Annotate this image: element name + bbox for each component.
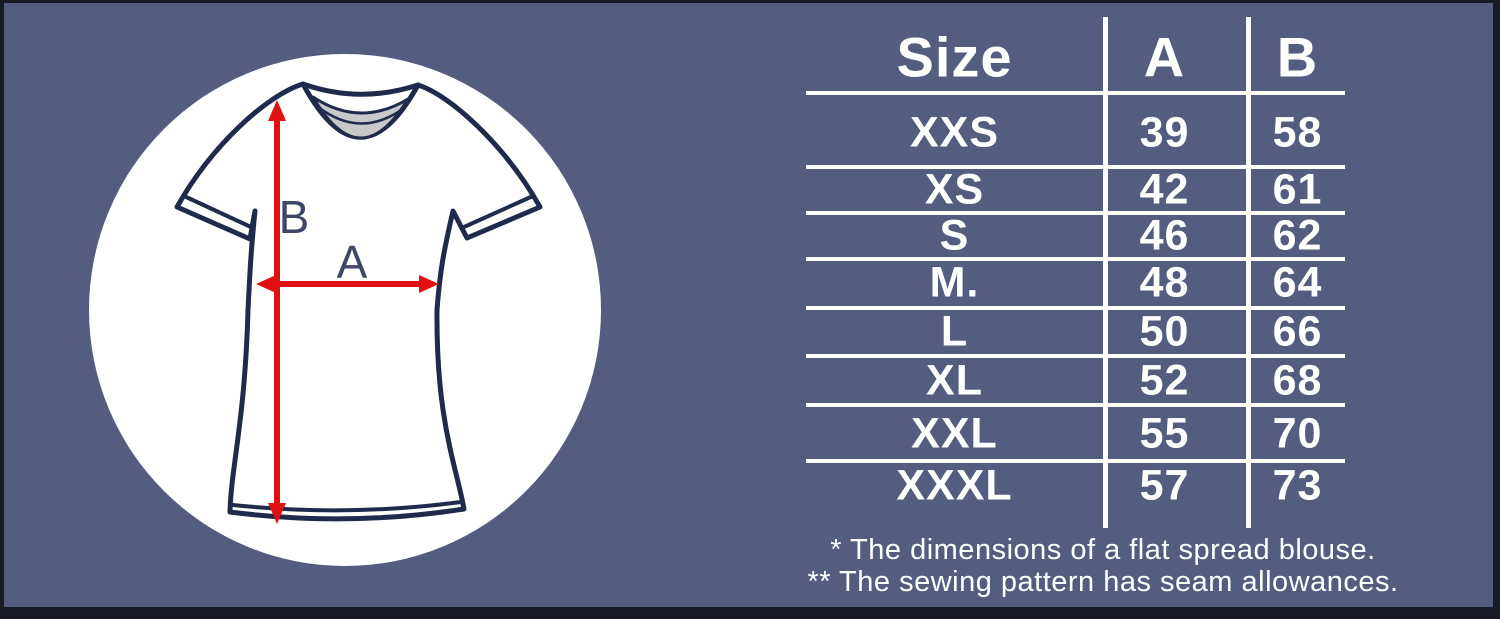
table-vertical-divider xyxy=(1246,17,1251,528)
value-b: 58 xyxy=(1272,108,1323,157)
table-row-divider xyxy=(806,306,1345,310)
value-a: 50 xyxy=(1139,307,1190,356)
label-a: A xyxy=(337,236,368,288)
footnote-seam-allowances: ** The sewing pattern has seam allowance… xyxy=(807,565,1399,598)
value-a: 57 xyxy=(1139,461,1190,510)
table-row-divider xyxy=(806,165,1345,169)
table-row-divider xyxy=(806,459,1345,463)
table-vertical-divider xyxy=(1103,17,1108,528)
table-row-divider xyxy=(806,354,1345,358)
value-b: 62 xyxy=(1272,211,1323,260)
collar-inner xyxy=(311,95,410,140)
length-arrow-icon xyxy=(268,100,286,524)
value-a: 52 xyxy=(1139,356,1190,405)
size-label: XXXL xyxy=(896,461,1013,510)
value-a: 48 xyxy=(1139,258,1190,307)
size-label: XXS xyxy=(909,108,1000,157)
slate-background: B A xyxy=(4,3,1493,607)
size-label: L xyxy=(940,307,969,356)
blouse-outline-icon xyxy=(174,81,543,522)
table-row-divider xyxy=(806,257,1345,261)
value-a: 55 xyxy=(1139,409,1190,458)
label-b: B xyxy=(279,191,310,243)
table-header-divider xyxy=(806,91,1345,95)
column-header-size: Size xyxy=(896,25,1013,89)
value-b: 73 xyxy=(1272,461,1323,510)
column-header-b: B xyxy=(1276,25,1319,89)
size-label: S xyxy=(939,211,970,260)
value-a: 42 xyxy=(1139,165,1190,214)
footnotes: * The dimensions of a flat spread blouse… xyxy=(800,534,1406,598)
size-label: XXL xyxy=(911,409,998,458)
table-row-divider xyxy=(806,403,1345,407)
value-b: 61 xyxy=(1272,165,1323,214)
table-row-divider xyxy=(806,211,1345,215)
size-label: XL xyxy=(926,356,983,405)
blouse-measurement-diagram: B A xyxy=(89,54,601,566)
value-a: 46 xyxy=(1139,211,1190,260)
size-label: M. xyxy=(929,258,980,307)
size-label: XS xyxy=(924,165,985,214)
value-a: 39 xyxy=(1139,108,1190,157)
value-b: 66 xyxy=(1272,307,1323,356)
value-b: 68 xyxy=(1272,356,1323,405)
value-b: 70 xyxy=(1272,409,1323,458)
column-header-a: A xyxy=(1143,25,1186,89)
width-arrow-icon xyxy=(256,275,439,293)
value-b: 64 xyxy=(1272,258,1323,307)
footnote-flat-spread: * The dimensions of a flat spread blouse… xyxy=(830,534,1376,566)
